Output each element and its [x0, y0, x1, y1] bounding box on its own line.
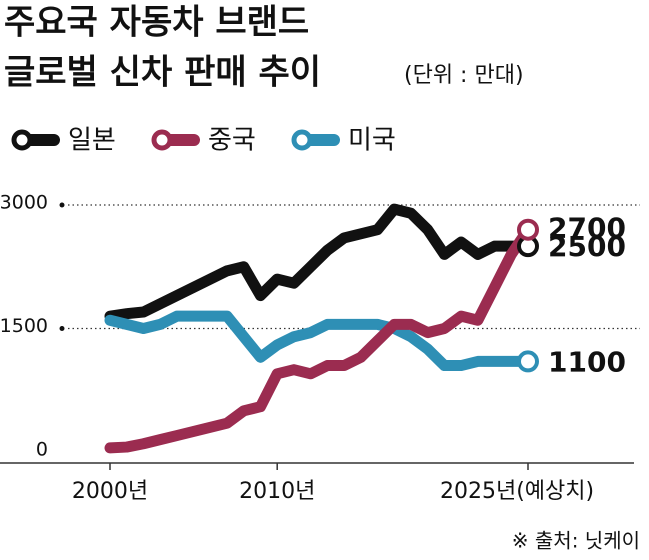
value-label: 2700 [548, 212, 626, 245]
end-marker [517, 218, 539, 241]
unit-label: (단위 : 만대) [404, 63, 524, 88]
y-tick-label: 1500 [0, 315, 48, 337]
x-tick-label: 2000년 [72, 479, 148, 504]
y-tick-label: 0 [36, 439, 48, 461]
series-line [104, 224, 534, 454]
legend-label: 미국 [348, 126, 396, 156]
series-line [104, 310, 534, 372]
value-label: 1100 [548, 345, 626, 378]
series-line [104, 203, 534, 322]
x-tick-label: 2025년(예상치) [440, 479, 594, 504]
legend-marker [11, 129, 33, 151]
chart-title: 주요국 자동차 브랜드 [4, 3, 309, 43]
chart-subtitle: 글로벌 신차 판매 추이 [4, 53, 321, 93]
tick-dot [59, 202, 65, 208]
source: ※ 출처: 닛케이 [512, 529, 640, 553]
legend-marker [291, 129, 313, 151]
legend-label: 중국 [208, 126, 256, 156]
y-tick-label: 3000 [0, 192, 48, 214]
legend-marker [151, 129, 173, 151]
end-marker [517, 350, 539, 373]
tick-dot [59, 326, 65, 331]
value-label: 2500 [548, 230, 626, 263]
legend-label: 일본 [68, 126, 116, 156]
x-tick-label: 2010년 [239, 479, 315, 504]
